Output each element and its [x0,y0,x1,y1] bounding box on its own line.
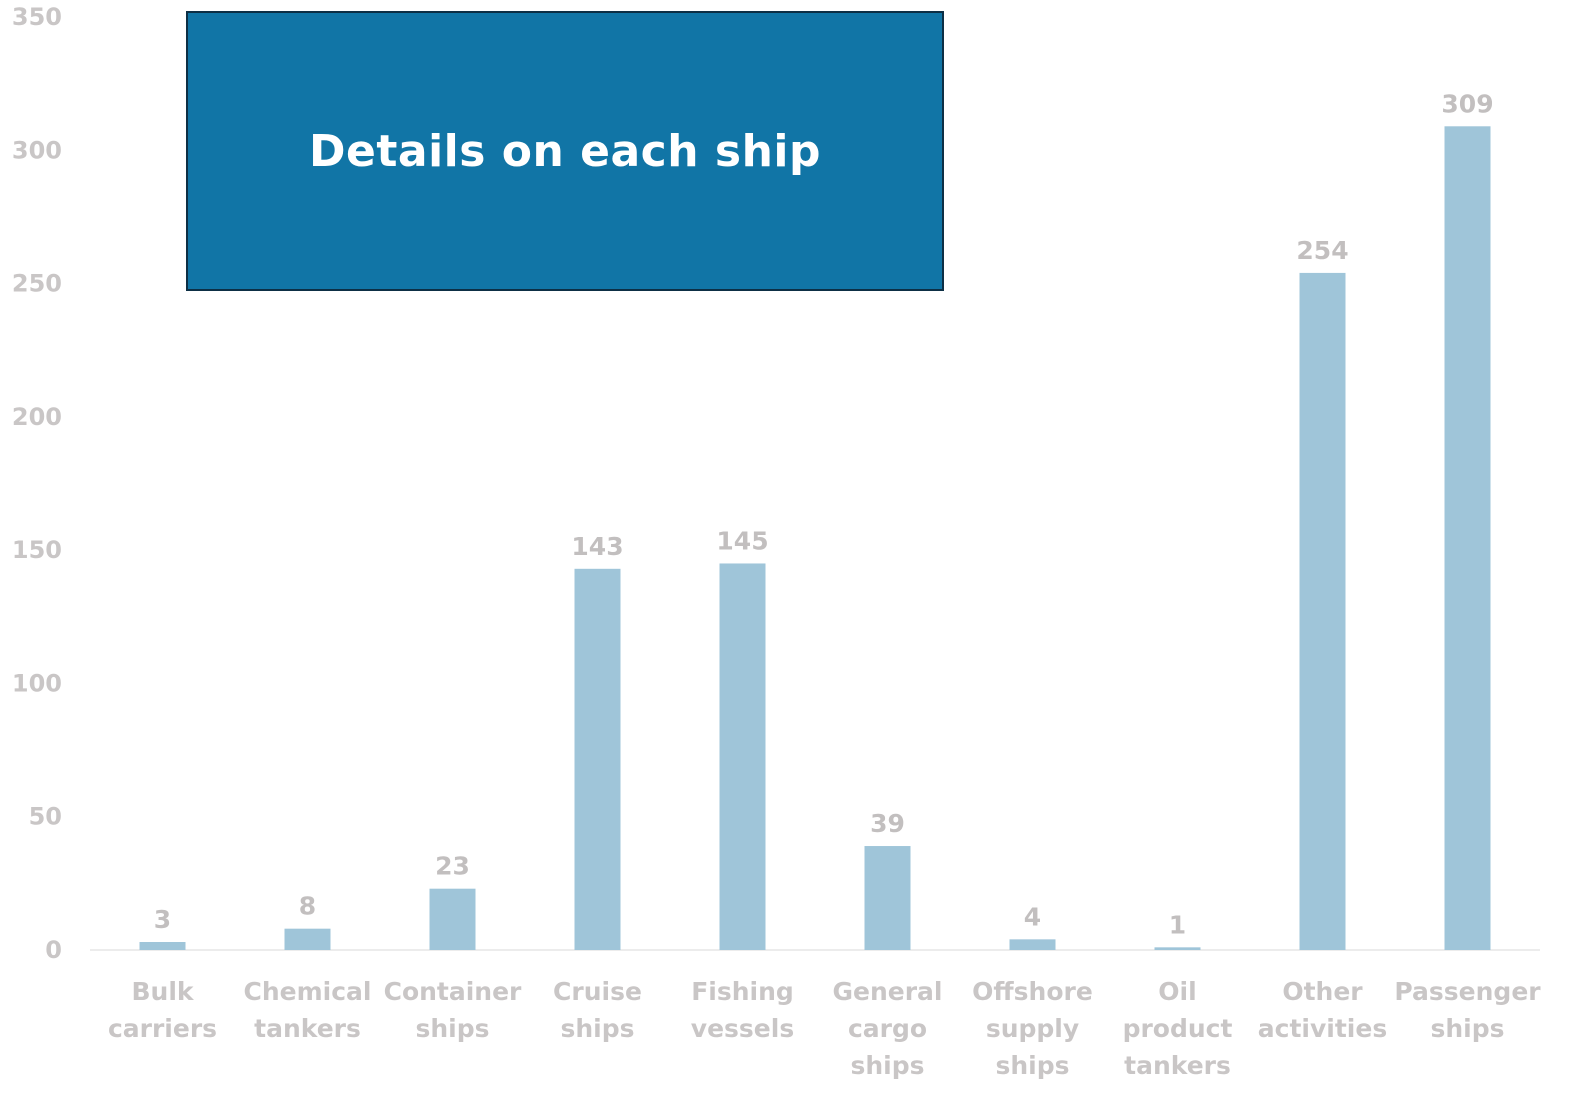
x-category-label: General [833,977,943,1006]
x-category-label: activities [1258,1014,1387,1043]
y-tick-label: 200 [12,403,62,431]
x-category-label: Chemical [244,977,372,1006]
y-axis-ticks: 0 50 100 150 200 250 300 350 [12,3,62,964]
data-label: 1 [1169,910,1186,939]
x-category-label: tankers [254,1014,361,1043]
x-category-label: Cruise [553,977,642,1006]
bar [865,846,911,950]
x-category-label: Oil [1158,977,1196,1006]
data-label: 4 [1024,902,1041,931]
y-tick-label: 350 [12,3,62,31]
x-category-label: Offshore [972,977,1093,1006]
data-label: 143 [571,532,623,561]
x-category-label: Passenger [1394,977,1541,1006]
bar [720,563,766,950]
x-category-label: supply [986,1014,1079,1043]
y-tick-label: 0 [45,936,62,964]
category-labels: Bulk carriers Chemical tankers Container ship… [108,977,1541,1080]
y-tick-label: 100 [12,669,62,697]
x-category-label: Other [1282,977,1363,1006]
data-label: 145 [716,526,768,555]
x-category-label: cargo [848,1014,927,1043]
data-label: 39 [870,809,905,838]
bar [1010,939,1056,950]
bar [1155,947,1201,950]
y-tick-label: 150 [12,536,62,564]
x-category-label: tankers [1124,1051,1231,1080]
x-category-label: Fishing [691,977,794,1006]
bar [285,929,331,950]
bar [430,889,476,950]
x-category-label: Container [384,977,522,1006]
bar [575,569,621,950]
x-category-label: carriers [108,1014,217,1043]
data-label: 254 [1296,236,1348,265]
details-button-label: Details on each ship [309,126,821,177]
x-category-label: product [1123,1014,1233,1043]
x-category-label: ships [415,1014,489,1043]
x-category-label: vessels [691,1014,794,1043]
data-label: 309 [1441,89,1493,118]
x-category-label: Bulk [131,977,194,1006]
x-category-label: ships [995,1051,1069,1080]
bar [140,942,186,950]
x-category-label: ships [850,1051,924,1080]
details-on-each-ship-button[interactable]: Details on each ship [186,11,944,291]
y-tick-label: 50 [29,803,62,831]
y-tick-label: 300 [12,136,62,164]
y-tick-label: 250 [12,270,62,298]
bar [1300,273,1346,950]
bar [1445,126,1491,950]
data-label: 3 [154,905,171,934]
x-category-label: ships [1430,1014,1504,1043]
data-label: 8 [299,892,316,921]
data-label: 23 [435,852,470,881]
x-category-label: ships [560,1014,634,1043]
